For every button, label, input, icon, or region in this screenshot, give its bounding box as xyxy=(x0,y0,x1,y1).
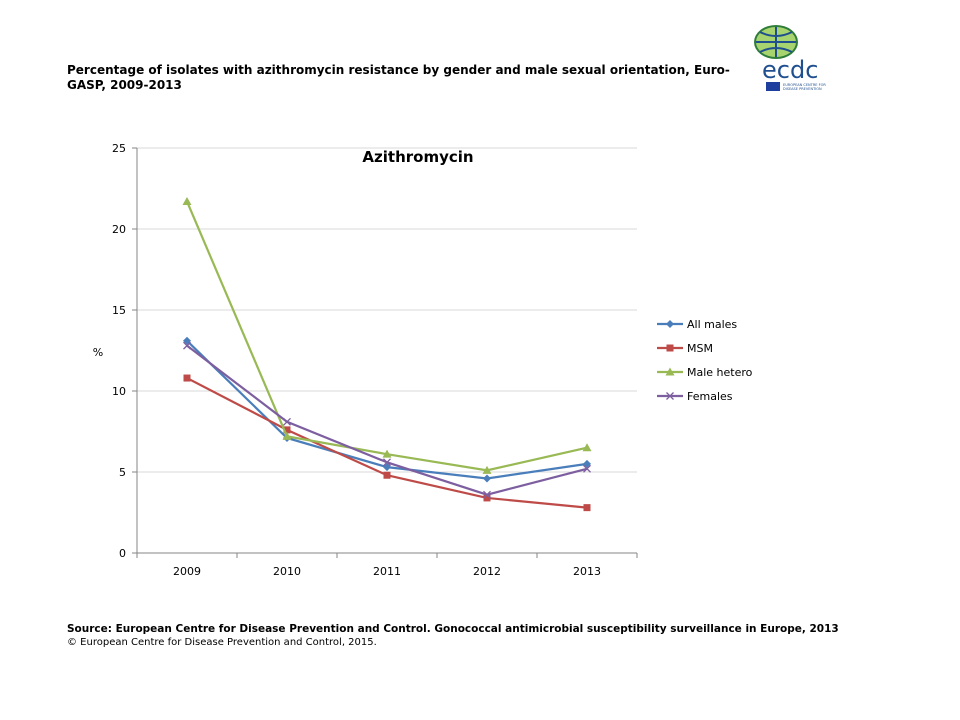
y-tick-label: 10 xyxy=(112,385,126,398)
data-point xyxy=(483,490,491,499)
source-note: Source: European Centre for Disease Prev… xyxy=(67,623,839,635)
legend-marker xyxy=(665,367,675,376)
data-point xyxy=(183,374,191,382)
legend-marker xyxy=(666,392,674,400)
series-male-hetero xyxy=(182,196,592,474)
legend-label: Females xyxy=(687,390,733,403)
legend-marker xyxy=(666,344,674,352)
legend-item: Male hetero xyxy=(657,366,753,379)
y-tick-label: 25 xyxy=(112,142,126,155)
data-point xyxy=(483,494,491,502)
data-point xyxy=(283,417,291,426)
y-tick-label: 0 xyxy=(119,547,126,560)
data-point xyxy=(283,426,291,434)
page-title: Percentage of isolates with azithromycin… xyxy=(67,63,730,92)
svg-text:ecdc: ecdc xyxy=(762,56,818,84)
data-point xyxy=(182,196,192,205)
data-point xyxy=(383,458,391,467)
copyright-note: © European Centre for Disease Prevention… xyxy=(67,637,377,648)
series-line xyxy=(186,377,588,509)
data-point xyxy=(482,465,492,474)
ecdc-logo: ecdc EUROPEAN CENTRE FOR DISEASE PREVENT… xyxy=(754,25,826,91)
legend-label: All males xyxy=(687,318,737,331)
y-tick-label: 20 xyxy=(112,223,126,236)
y-axis-label: % xyxy=(93,346,103,359)
x-tick-label: 2010 xyxy=(273,565,301,578)
y-tick-label: 5 xyxy=(119,466,126,479)
legend-item: Females xyxy=(657,390,733,403)
data-point xyxy=(382,449,392,458)
series-msm xyxy=(183,374,591,512)
x-tick-label: 2011 xyxy=(373,565,401,578)
data-point xyxy=(383,471,391,479)
svg-text:EUROPEAN CENTRE FOR: EUROPEAN CENTRE FOR xyxy=(783,83,826,87)
series-line xyxy=(185,201,588,472)
y-tick-label: 15 xyxy=(112,304,126,317)
data-point xyxy=(183,341,191,350)
chart-title: Azithromycin xyxy=(362,148,473,166)
legend-label: MSM xyxy=(687,342,713,355)
legend-item: All males xyxy=(657,318,737,331)
x-tick-label: 2013 xyxy=(573,565,601,578)
data-point xyxy=(583,464,591,473)
series-females xyxy=(183,341,591,499)
data-point xyxy=(483,474,491,483)
x-tick-label: 2012 xyxy=(473,565,501,578)
legend-item: MSM xyxy=(657,342,713,355)
data-point xyxy=(583,504,591,512)
data-point xyxy=(282,431,292,440)
legend-label: Male hetero xyxy=(687,366,753,379)
legend-marker xyxy=(666,320,674,328)
data-point xyxy=(582,443,592,452)
x-tick-label: 2009 xyxy=(173,565,201,578)
svg-text:DISEASE PREVENTION: DISEASE PREVENTION xyxy=(783,87,822,91)
